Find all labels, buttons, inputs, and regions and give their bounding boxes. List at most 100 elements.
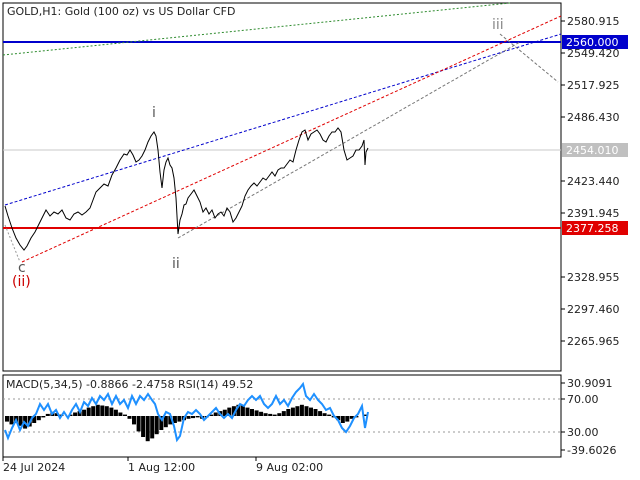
indicator-tick: 30.00 [567, 426, 599, 439]
time-tick: 1 Aug 12:00 [128, 461, 195, 474]
macd-bar [286, 409, 291, 416]
wave-label-i: i [152, 105, 156, 121]
macd-bar [141, 416, 146, 437]
macd-bar [209, 414, 214, 416]
macd-bar [145, 416, 150, 442]
price-tick: 2328.955 [567, 271, 620, 284]
macd-bar [336, 416, 341, 421]
rsi-series [4, 381, 369, 443]
time-tick: 9 Aug 02:00 [256, 461, 323, 474]
resistance-price-badge: 2560.000 [562, 35, 628, 49]
support-price-badge: 2377.258 [562, 221, 628, 235]
wave-label-ii-red: (ii) [12, 274, 31, 290]
price-tick: 2549.420 [567, 47, 620, 60]
macd-bar [123, 414, 127, 416]
macd-bar [309, 407, 313, 416]
symbol-header: GOLD,H1: Gold (100 oz) vs US Dollar CFD [7, 5, 235, 18]
macd-bar [240, 405, 245, 416]
macd-bar [231, 406, 236, 416]
macd-bar [45, 413, 50, 416]
time-tick: 24 Jul 2024 [3, 461, 65, 474]
gray-trendline[interactable] [177, 41, 521, 239]
indicator-tick: 30.9091 [567, 377, 613, 390]
macd-bar [118, 412, 123, 416]
macd-bar [245, 407, 250, 416]
indicator-tick: 70.00 [567, 393, 599, 406]
red-channel-line[interactable] [21, 15, 562, 263]
macd-bar [268, 413, 273, 416]
macd-bar [159, 416, 164, 430]
indicator-axis: 30.9091 70.00 30.00 -39.6026 [561, 377, 616, 457]
svg-text:2454.010: 2454.010 [566, 144, 619, 157]
macd-bar [327, 414, 332, 416]
indicator-label: MACD(5,34,5) -0.8866 -2.4758 RSI(14) 49.… [6, 378, 253, 391]
macd-bar [104, 406, 109, 416]
price-tick: 2486.430 [567, 111, 620, 124]
macd-bar [340, 416, 345, 423]
macd-bar [281, 411, 286, 416]
macd-bar [259, 411, 264, 416]
macd-bar [150, 416, 155, 439]
macd-bar [363, 414, 368, 416]
macd-bar [82, 409, 87, 416]
indicator-tick: -39.6026 [567, 444, 616, 457]
macd-bar [299, 404, 304, 416]
price-tick: 2423.440 [567, 175, 620, 188]
macd-bar [272, 414, 277, 416]
macd-bar [32, 416, 37, 423]
macd-bar [100, 405, 105, 416]
wave-c-connector [4, 224, 21, 263]
macd-bar [86, 407, 91, 416]
macd-bar [163, 416, 168, 428]
wave-label-c: c [18, 260, 26, 276]
macd-bar [322, 413, 327, 416]
macd-bar [313, 409, 318, 416]
main-chart-frame [2, 2, 562, 372]
macd-bar [177, 416, 182, 422]
price-tick: 2297.460 [567, 303, 620, 316]
macd-bar [250, 409, 254, 416]
blue-channel-line[interactable] [4, 33, 562, 206]
macd-bar [5, 416, 9, 422]
macd-bar [227, 407, 232, 416]
macd-bar [36, 416, 41, 421]
macd-bar [186, 416, 191, 419]
macd-bar [113, 409, 118, 416]
macd-bar [345, 416, 350, 422]
macd-bar [254, 410, 259, 416]
macd-bar [73, 412, 78, 416]
macd-bar [191, 416, 195, 419]
macd-bar [9, 416, 14, 425]
price-tick: 2517.925 [567, 79, 620, 92]
macd-bar [295, 406, 300, 416]
price-tick: 2580.915 [567, 15, 620, 28]
gray-projection-line[interactable] [499, 33, 559, 83]
macd-bar [154, 416, 159, 435]
macd-bar [54, 413, 59, 416]
macd-bar [213, 412, 218, 416]
current-price-badge: 2454.010 [562, 143, 628, 157]
macd-bar [195, 416, 200, 418]
macd-bar [222, 409, 227, 416]
macd-bar [277, 413, 282, 416]
macd-bar [290, 407, 295, 416]
svg-text:2560.000: 2560.000 [566, 36, 619, 49]
macd-bar [168, 416, 173, 425]
macd-bar [68, 414, 73, 416]
macd-bar [95, 404, 100, 416]
price-axis: 2580.915 2549.420 2517.925 2486.430 2423… [561, 15, 620, 348]
price-series [4, 127, 369, 251]
macd-bar [172, 416, 177, 423]
macd-bar [18, 416, 23, 426]
wave-label-ii: ii [172, 256, 180, 272]
macd-bar [136, 416, 141, 432]
price-tick: 2391.945 [567, 207, 620, 220]
macd-bar [91, 406, 96, 416]
time-axis: 24 Jul 2024 1 Aug 12:00 9 Aug 02:00 [2, 457, 323, 474]
macd-bar [349, 416, 354, 419]
macd-bar [127, 416, 132, 419]
wave-label-iii: iii [492, 17, 504, 33]
upper-green-trendline[interactable] [2, 2, 511, 56]
macd-bar [77, 411, 82, 416]
